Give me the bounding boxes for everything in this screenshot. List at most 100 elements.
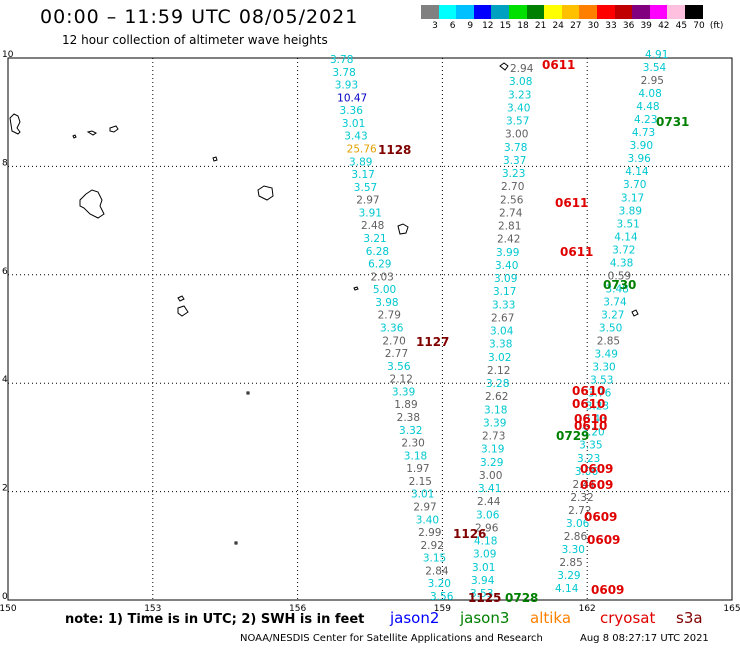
colorbar-swatch — [473, 5, 492, 19]
colorbar-label: 36 — [622, 21, 635, 31]
wave-height-label: 3.36 — [380, 323, 404, 335]
wave-height-label: 3.93 — [335, 80, 358, 92]
y-tick-label: 0 — [2, 592, 8, 602]
wave-height-label: 3.01 — [342, 118, 365, 130]
wave-height-label: 3.32 — [399, 425, 422, 437]
wave-height-label: 2.44 — [477, 496, 501, 508]
wave-height-label: 3.78 — [504, 142, 527, 154]
wave-height-label: 3.27 — [601, 309, 624, 321]
wave-height-label: 3.30 — [562, 544, 585, 556]
wave-height-label: 3.01 — [411, 489, 434, 501]
wave-height-label: 3.33 — [492, 299, 515, 311]
legend-s3a: s3a — [676, 609, 703, 627]
wave-height-label: 3.50 — [599, 323, 622, 335]
wave-height-label: 3.99 — [496, 247, 519, 259]
axis-ticks: 150 153 156 159 162 165 0 2 4 6 8 10 — [0, 50, 740, 614]
track-b: 2.943.083.233.403.573.003.783.373.232.70… — [470, 63, 534, 600]
pass-time-label: 0609 — [587, 533, 620, 547]
wave-height-label: 3.40 — [416, 514, 439, 526]
wave-height-label: 3.17 — [351, 169, 374, 181]
legend-jason2: jason2 — [390, 609, 440, 627]
wave-height-label: 3.17 — [621, 192, 644, 204]
wave-height-label: 3.56 — [387, 361, 411, 373]
island-small-2 — [86, 130, 97, 136]
wave-height-label: 3.18 — [484, 404, 507, 416]
y-tick-label: 4 — [2, 375, 8, 385]
wave-height-label: 3.29 — [557, 570, 580, 582]
colorbar — [421, 5, 703, 19]
wave-height-label: 3.51 — [616, 218, 639, 230]
wave-height-label: 3.70 — [623, 179, 646, 191]
wave-height-label: 2.95 — [641, 75, 664, 87]
wave-height-label: 10.47 — [337, 92, 367, 104]
map-frame — [7, 57, 733, 601]
colorbar-swatch — [614, 5, 633, 19]
wave-height-label: 3.09 — [494, 273, 517, 285]
y-tick-label: 2 — [2, 484, 8, 494]
wave-height-label: 6.29 — [368, 259, 391, 271]
wave-height-label: 3.90 — [630, 140, 653, 152]
wave-height-label: 4.38 — [610, 257, 633, 269]
wave-height-label: 3.29 — [480, 457, 503, 469]
x-tick-label: 165 — [723, 604, 740, 614]
wave-height-label: 2.77 — [385, 348, 408, 360]
wave-height-label: 2.86 — [564, 531, 588, 543]
colorbar-swatch — [491, 5, 509, 19]
wave-height-label: 3.23 — [502, 168, 525, 180]
wave-height-label: 3.09 — [473, 549, 496, 561]
colorbar-swatch — [596, 5, 615, 19]
wave-height-label: 3.91 — [359, 207, 382, 219]
wave-height-label: 2.85 — [559, 557, 582, 569]
island-tiny-2 — [234, 541, 238, 545]
wave-height-label: 3.54 — [643, 62, 667, 74]
colorbar-label: 9 — [467, 21, 474, 31]
wave-height-label: 3.39 — [483, 417, 506, 429]
footer-note: note: 1) Time is in UTC; 2) SWH is in fe… — [65, 612, 365, 627]
wave-height-label: 2.92 — [420, 540, 443, 552]
wave-height-label: 4.73 — [632, 127, 655, 139]
legend-cryosat: cryosat — [600, 609, 656, 627]
wave-height-label: 4.18 — [474, 536, 497, 548]
wave-height-label: 2.70 — [382, 335, 405, 347]
wave-height-label: 3.98 — [375, 297, 398, 309]
pass-time-label: 0609 — [584, 510, 617, 524]
wave-height-label: 3.08 — [509, 76, 532, 88]
wave-height-label: 3.53 — [470, 588, 493, 600]
wave-height-label: 3.06 — [476, 509, 500, 521]
wave-height-label: 2.70 — [501, 181, 524, 193]
pass-time-label: 0610 — [572, 397, 605, 411]
wave-height-label: 3.57 — [354, 182, 377, 194]
colorbar-label: 42 — [658, 21, 670, 31]
wave-height-label: 3.00 — [505, 129, 528, 141]
pass-time-label: 0728 — [505, 591, 538, 605]
wave-height-label: 3.94 — [471, 575, 495, 587]
wave-height-label: 3.89 — [349, 156, 372, 168]
island-large-west — [79, 189, 105, 219]
colorbar-swatch — [561, 5, 580, 19]
wave-height-label: 3.49 — [595, 349, 618, 361]
wave-height-label: 3.48 — [605, 283, 628, 295]
pass-time-label: 1126 — [453, 527, 486, 541]
pass-time-label: 0609 — [591, 583, 624, 597]
island-east-2 — [397, 223, 409, 235]
pass-time-label: 0611 — [542, 58, 575, 72]
wave-height-label: 4.91 — [645, 49, 668, 61]
colorbar-swatch — [649, 5, 668, 19]
wave-height-label: 2.81 — [498, 221, 521, 233]
wave-height-label: 3.96 — [627, 153, 651, 165]
colorbar-label: 30 — [587, 21, 600, 31]
wave-height-label: 3.53 — [590, 375, 613, 387]
y-tick-label: 10 — [2, 50, 14, 60]
wave-height-label: 25.76 — [347, 144, 377, 156]
x-tick-label: 156 — [289, 604, 306, 614]
wave-height-label: 3.00 — [479, 470, 502, 482]
x-tick-label: 159 — [434, 604, 451, 614]
colorbar-label: 39 — [640, 21, 652, 31]
wave-height-label: 5.00 — [373, 284, 396, 296]
wave-height-label: 0.59 — [608, 270, 631, 282]
wave-height-label: 2.12 — [487, 365, 510, 377]
wave-height-label: 3.89 — [619, 205, 642, 217]
wave-height-label: 3.01 — [472, 562, 495, 574]
x-tick-label: 150 — [0, 604, 17, 614]
wave-height-label: 3.04 — [490, 326, 514, 338]
